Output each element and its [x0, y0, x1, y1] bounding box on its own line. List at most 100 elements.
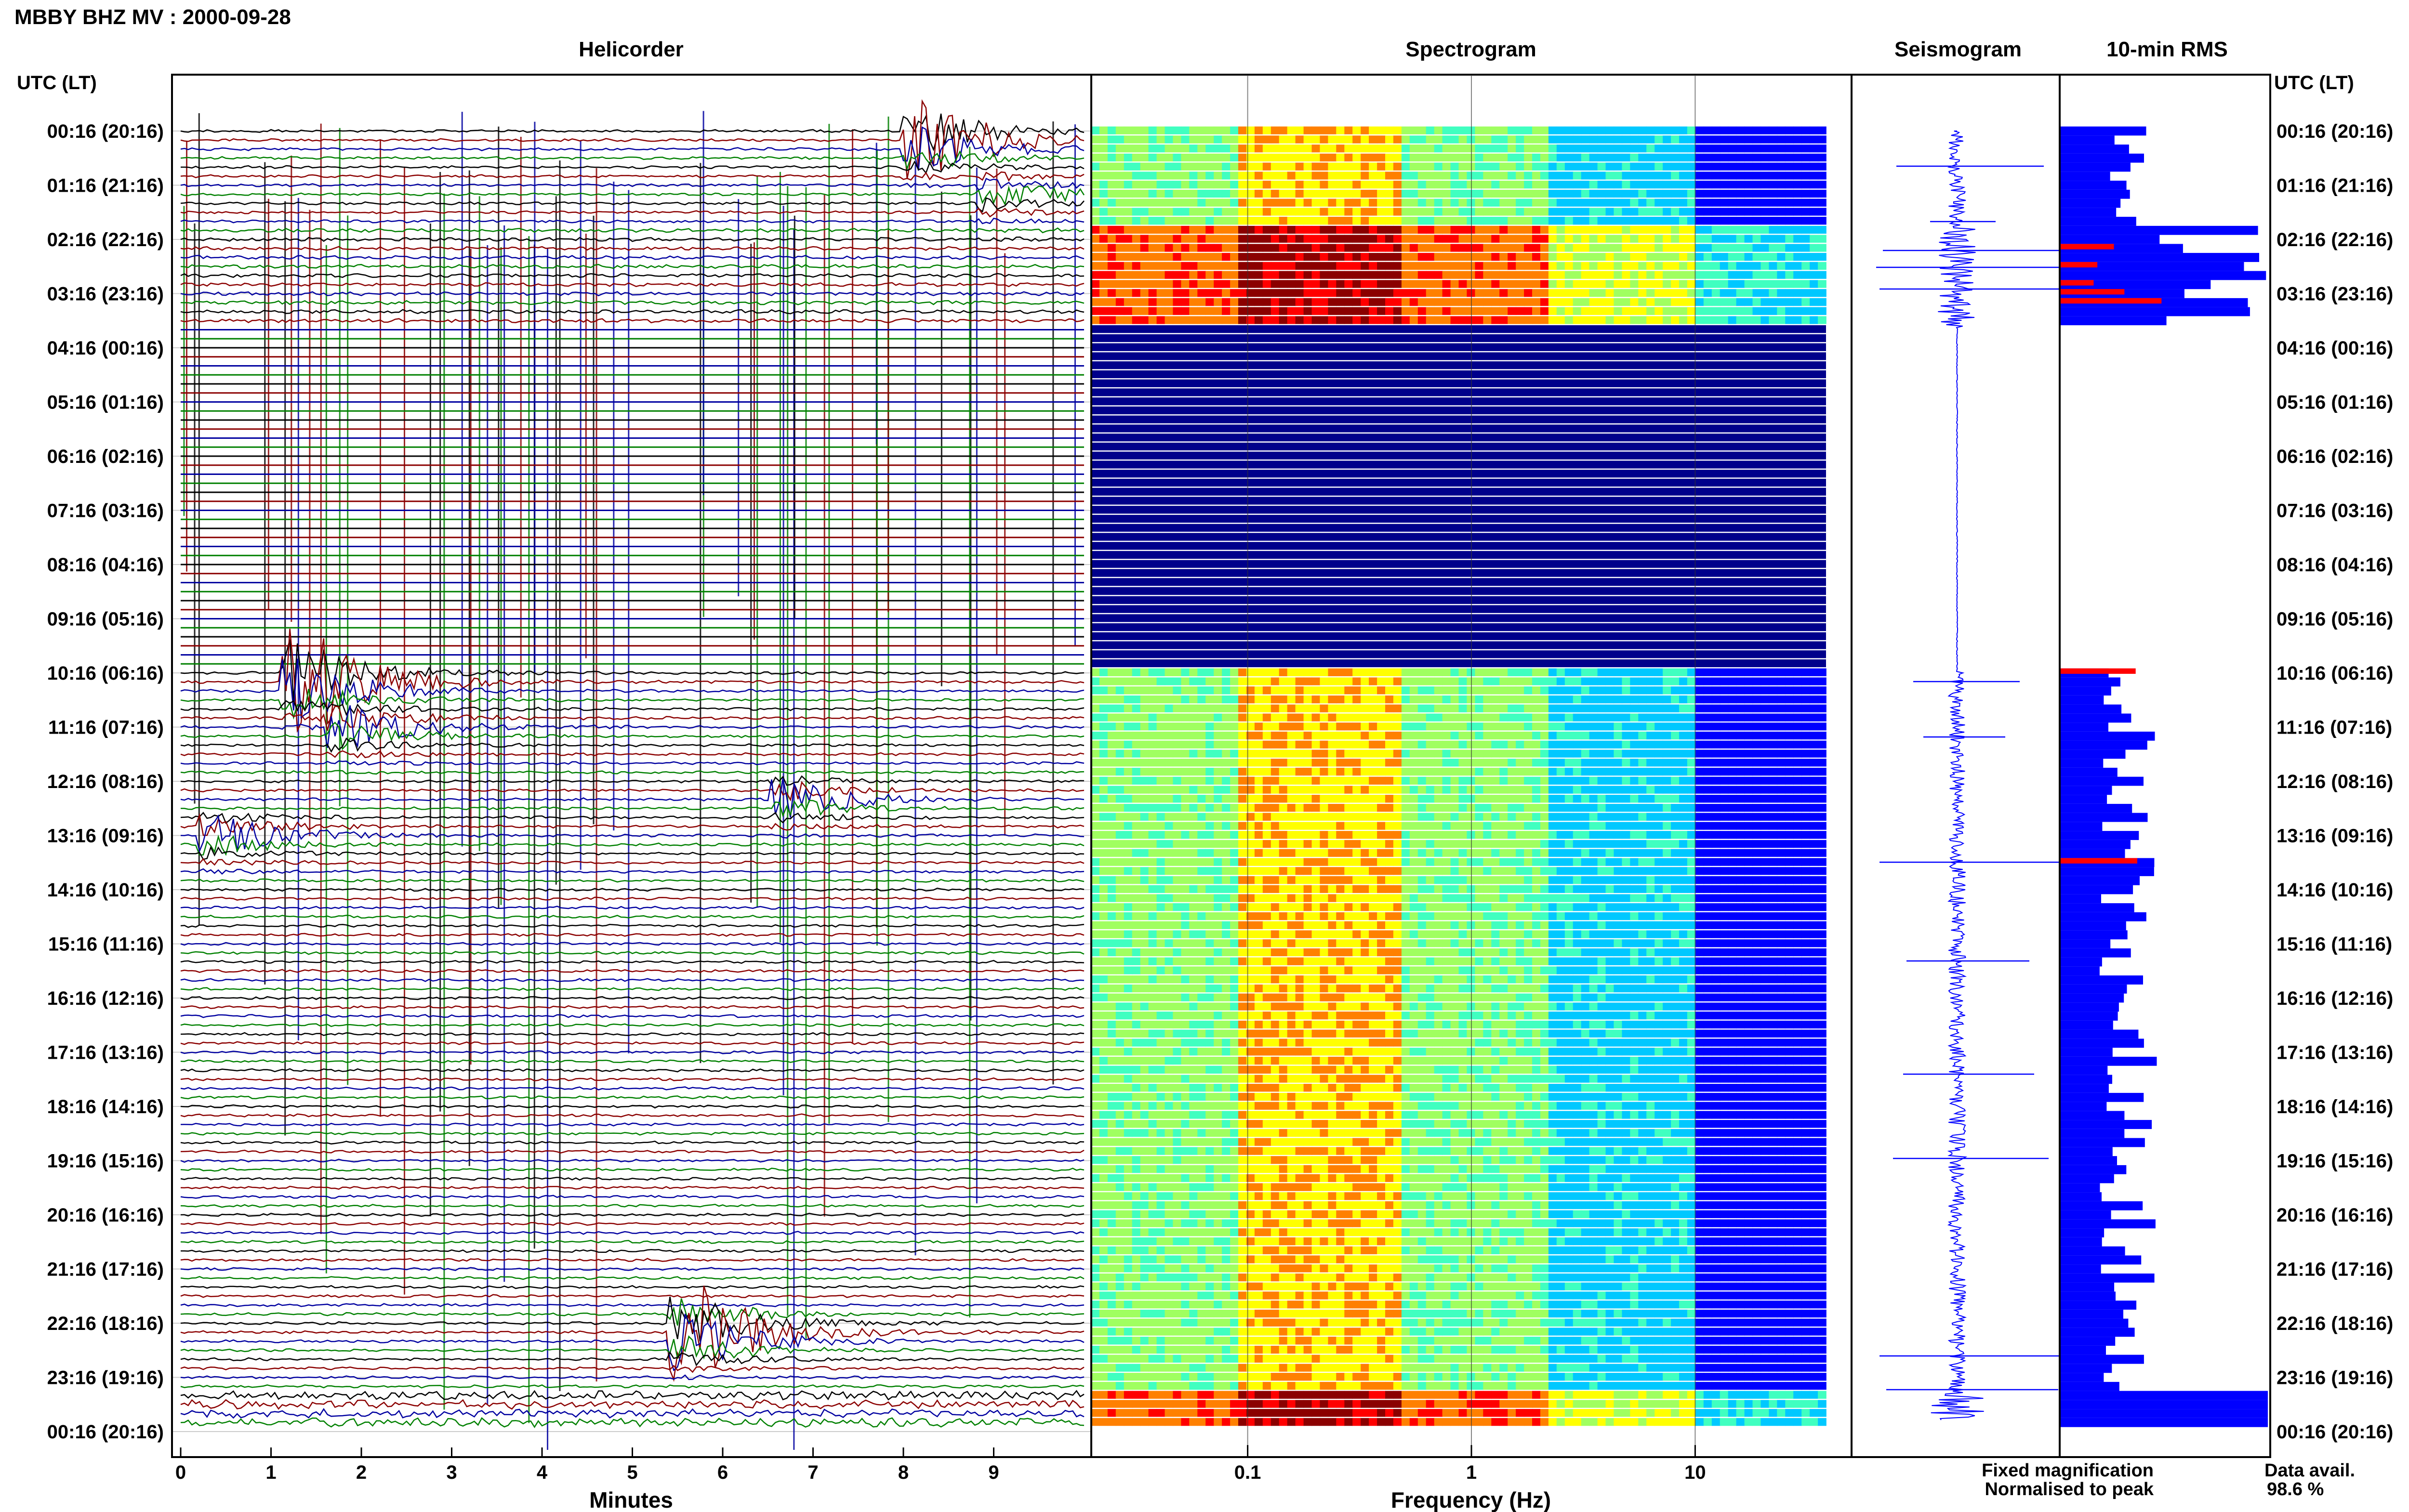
spectrogram-row: [1091, 1002, 1827, 1011]
rms-bar-fixed: [2061, 1337, 2116, 1346]
rms-bar-fixed: [2061, 984, 2127, 994]
time-label-right: 11:16 (07:16): [2277, 717, 2392, 738]
helicorder-trace: [180, 969, 1085, 973]
helicorder-trace: [180, 309, 1085, 315]
spectrogram-title: Spectrogram: [1405, 38, 1536, 61]
spectrogram-row: [1091, 831, 1827, 839]
helicorder-trace: [180, 1005, 1085, 1009]
rms-bar-fixed: [2061, 876, 2140, 885]
spectrogram-row: [1091, 786, 1827, 794]
rms-bar-fixed: [2061, 153, 2144, 163]
spectrogram-row: [1091, 171, 1827, 180]
rms-bar-fixed: [2061, 749, 2126, 759]
time-label-left: 12:16 (08:16): [47, 771, 164, 792]
helicorder-trace: [180, 237, 1085, 242]
spectrogram-row: [1091, 1084, 1827, 1092]
rms-bar-fixed: [2061, 217, 2136, 226]
spectrogram-row: [1091, 352, 1826, 360]
rms-bar-fixed: [2061, 1345, 2106, 1355]
spectrogram-row: [1091, 379, 1826, 387]
rms-bar-fixed: [2061, 704, 2122, 714]
helicorder-tick-label: 9: [988, 1462, 999, 1483]
helicorder-trace: [180, 1149, 1085, 1154]
spectrogram-row: [1091, 1237, 1827, 1246]
spectrogram-row: [1091, 605, 1826, 613]
rms-bar-fixed: [2061, 1165, 2127, 1174]
spectrogram-row: [1091, 262, 1827, 270]
spectrogram-row: [1091, 822, 1827, 830]
spectrogram-row: [1091, 1255, 1827, 1263]
helicorder-trace: [180, 1417, 1085, 1429]
time-label-left: 15:16 (11:16): [48, 934, 164, 955]
spectrogram-row: [1091, 1337, 1827, 1345]
rms-bar-fixed: [2061, 1309, 2123, 1319]
spectrogram-row: [1091, 1400, 1827, 1408]
time-label-left: 07:16 (03:16): [47, 500, 164, 522]
rms-bar-fixed: [2061, 723, 2108, 732]
helicorder-trace: [180, 1286, 1085, 1382]
rms-bar-fixed: [2061, 316, 2167, 326]
helicorder-title: Helicorder: [579, 38, 684, 61]
time-label-left: 16:16 (12:16): [47, 988, 164, 1009]
rms-bar-fixed: [2061, 731, 2155, 741]
spectrogram-row: [1091, 813, 1827, 821]
time-label-left: 06:16 (02:16): [47, 446, 164, 467]
spectrogram-row: [1091, 1246, 1827, 1254]
helicorder-trace: [181, 800, 1085, 818]
helicorder-tick-label: 4: [537, 1462, 548, 1483]
helicorder-trace: [180, 960, 1085, 964]
rms-bar-fixed: [2061, 759, 2104, 768]
rms-bar-fixed: [2061, 840, 2131, 849]
rms-bar-fixed: [2061, 1255, 2142, 1265]
time-label-right: 15:16 (11:16): [2277, 934, 2392, 955]
rms-bar-normalised: [2061, 668, 2136, 674]
helicorder-trace: [180, 171, 1085, 182]
rms-bar-fixed: [2061, 162, 2131, 172]
helicorder-trace: [180, 113, 1085, 152]
spectrogram-row: [1091, 1092, 1827, 1101]
spectrogram-row: [1091, 325, 1826, 333]
spectrogram-row: [1091, 271, 1827, 279]
rms-bar-normalised: [2061, 244, 2114, 250]
helicorder-trace: [180, 1239, 1085, 1244]
spectrogram-row: [1091, 1273, 1827, 1282]
rms-bar-fixed: [2061, 225, 2258, 235]
helicorder-trace: [180, 834, 1085, 856]
rms-bar-fixed: [2061, 1381, 2119, 1391]
helicorder-tick-label: 0: [175, 1462, 186, 1483]
rms-bar-fixed: [2061, 1282, 2115, 1292]
rms-bar-fixed: [2061, 1039, 2144, 1048]
helicorder-trace: [180, 1296, 1085, 1342]
spectrogram-row: [1091, 1373, 1827, 1381]
spectrogram-row: [1091, 198, 1827, 207]
spectrogram-row: [1091, 1301, 1827, 1309]
time-label-left: 11:16 (07:16): [48, 717, 164, 738]
helicorder-trace: [180, 1176, 1085, 1181]
spectrogram-row: [1091, 1012, 1827, 1020]
rms-bar-fixed: [2061, 1409, 2268, 1418]
spectrogram-row: [1091, 1210, 1827, 1218]
rms-bar-fixed: [2061, 939, 2111, 948]
time-label-left: 09:16 (05:16): [47, 609, 164, 630]
helicorder-trace: [180, 878, 1085, 883]
spectrogram-row: [1091, 415, 1826, 423]
time-label-left: 22:16 (18:16): [47, 1313, 164, 1334]
rms-bar-fixed: [2061, 198, 2121, 208]
time-label-right: 04:16 (00:16): [2277, 338, 2393, 359]
spectrogram-row: [1091, 442, 1826, 451]
rms-bar-fixed: [2061, 1156, 2117, 1165]
helicorder-trace: [180, 1390, 1085, 1401]
rms-bar-fixed: [2061, 912, 2146, 921]
time-label-right: 14:16 (10:16): [2277, 880, 2393, 901]
rms-bar-fixed: [2061, 831, 2139, 840]
helicorder-trace: [180, 1185, 1085, 1190]
rms-bar-fixed: [2061, 903, 2134, 912]
spectrogram-row: [1091, 1328, 1827, 1336]
helicorder-trace: [180, 987, 1085, 991]
spectrogram-row: [1091, 1165, 1827, 1173]
rms-bar-fixed: [2061, 208, 2117, 217]
rms-bar-fixed: [2061, 1192, 2102, 1201]
rms-bar-fixed: [2061, 1400, 2268, 1409]
rms-bar-fixed: [2061, 1183, 2100, 1193]
rms-bar-fixed: [2061, 307, 2250, 316]
